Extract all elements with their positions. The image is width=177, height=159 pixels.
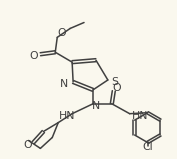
Text: N: N bbox=[92, 101, 100, 111]
Text: S: S bbox=[111, 77, 118, 87]
Text: N: N bbox=[60, 79, 68, 89]
Text: O: O bbox=[112, 83, 121, 93]
Text: O: O bbox=[23, 140, 32, 150]
Text: HN: HN bbox=[132, 111, 149, 121]
Text: O: O bbox=[29, 51, 38, 61]
Text: Cl: Cl bbox=[142, 142, 153, 152]
Text: HN: HN bbox=[59, 111, 75, 121]
Text: O: O bbox=[57, 28, 65, 38]
